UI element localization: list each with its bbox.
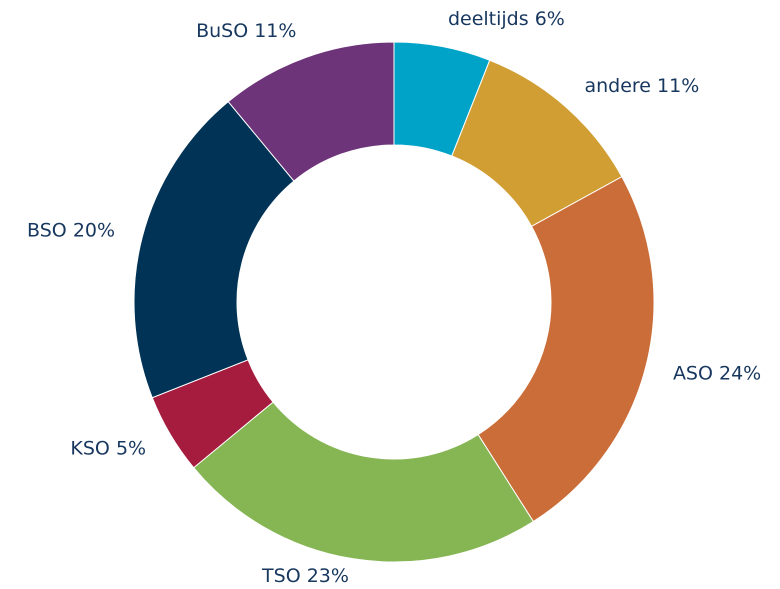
slice-label: BSO 20% [27,219,115,241]
slice-label: ASO 24% [673,362,761,384]
slice-category: ASO [673,362,713,384]
slice-value: 11% [657,74,699,96]
donut-slice [192,401,535,563]
slice-label: BuSO 11% [196,20,296,42]
donut-slice [133,100,295,399]
slice-label: KSO 5% [70,437,146,459]
slice-value: 6% [535,8,565,30]
slice-category: deeltijds [448,8,529,30]
slice-value: 11% [254,20,296,42]
slice-category: BuSO [196,20,248,42]
slice-label: TSO 23% [261,565,349,587]
slice-label: deeltijds 6% [448,8,565,30]
slice-category: TSO [261,565,301,587]
slice-value: 20% [73,219,115,241]
slice-value: 24% [719,362,761,384]
donut-slice [227,41,395,182]
donut-slice [477,176,655,523]
slice-label: andere 11% [584,74,699,96]
slice-value: 23% [307,565,349,587]
slice-category: BSO [27,219,67,241]
slice-category: KSO [70,437,109,459]
slice-category: andere [584,74,651,96]
slice-value: 5% [116,437,146,459]
